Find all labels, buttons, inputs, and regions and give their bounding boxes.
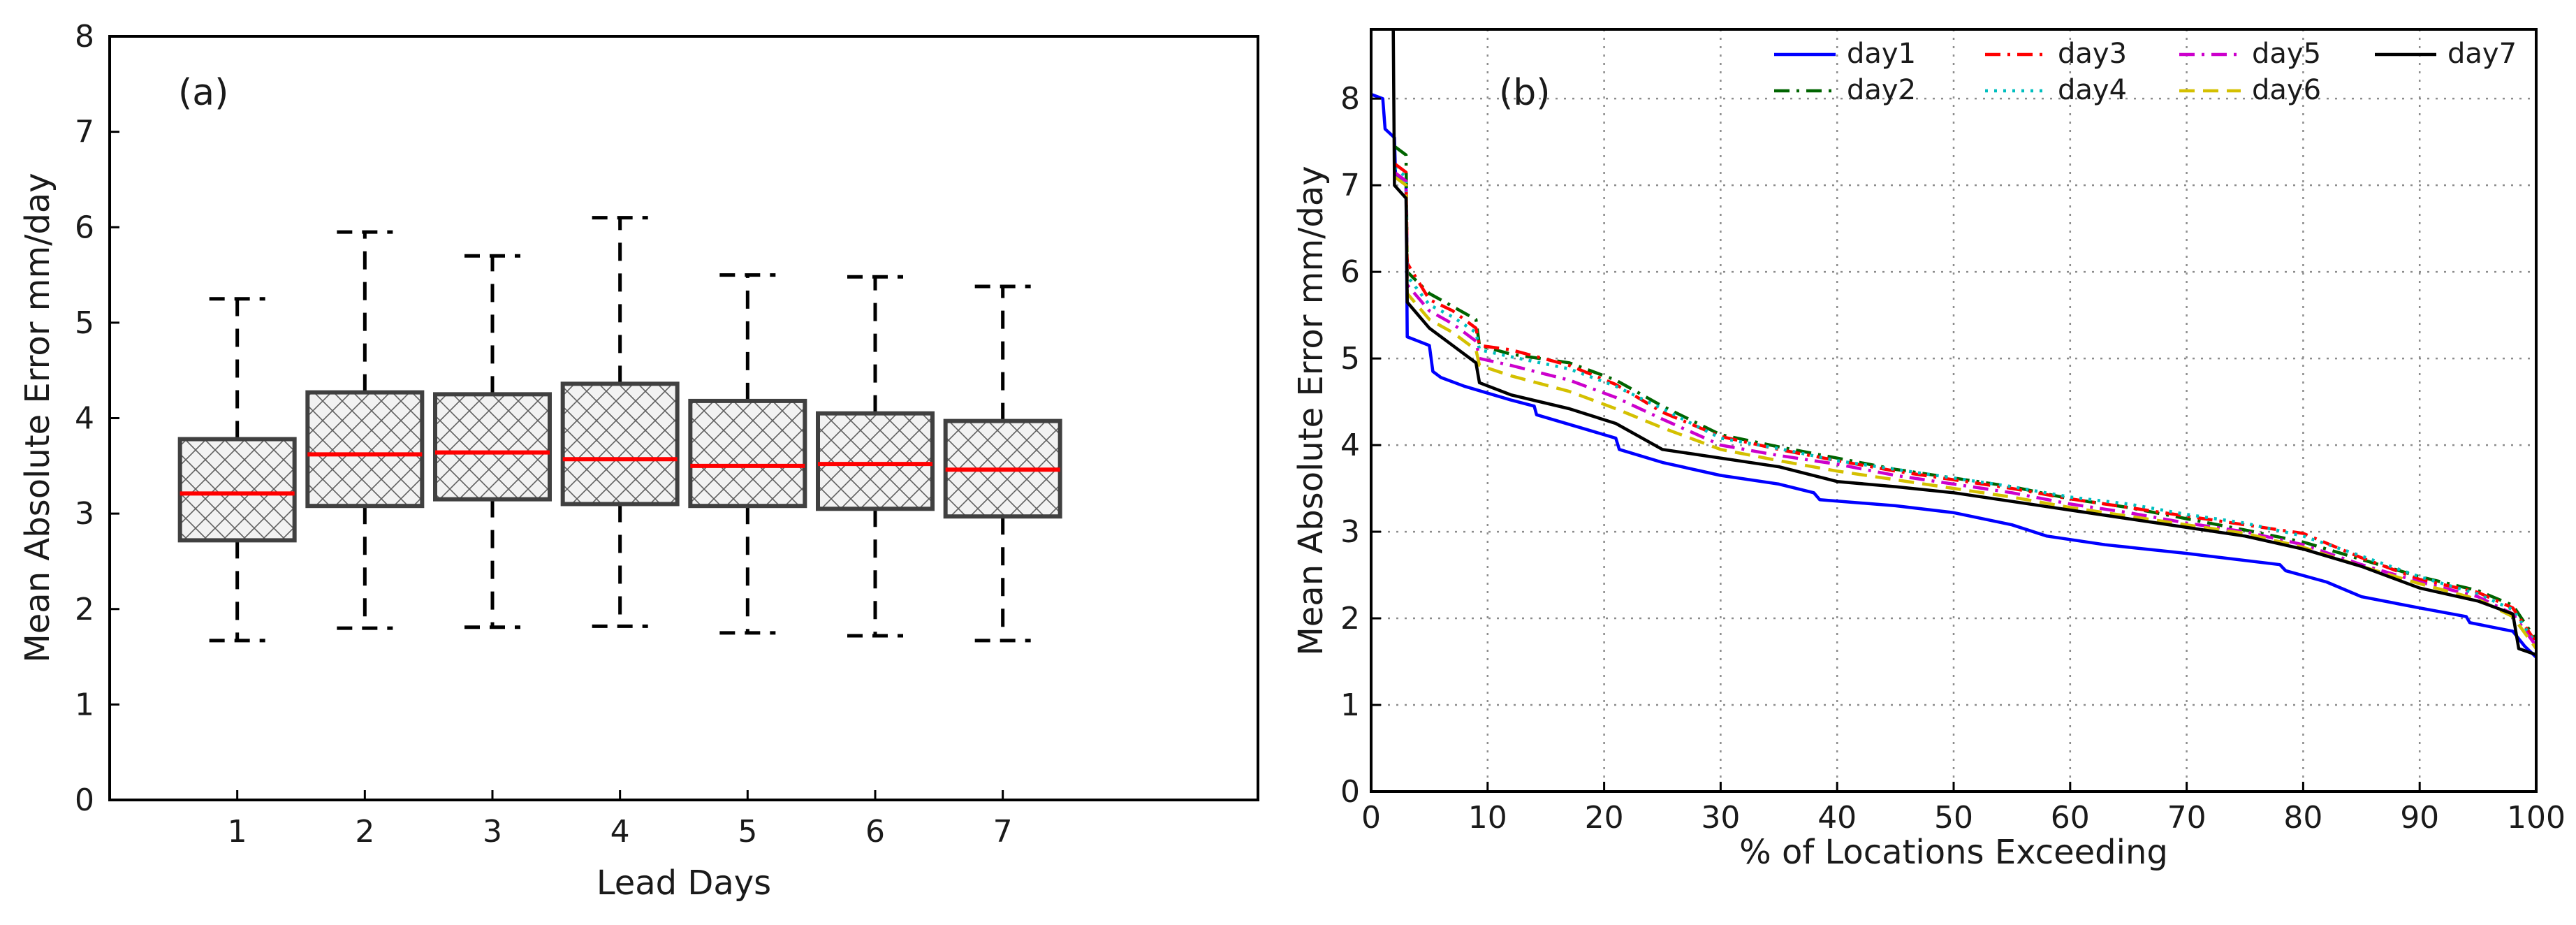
panel-a-x-tick-label: 2	[355, 814, 374, 850]
iqr-box	[816, 411, 935, 511]
panel-b-y-tick-label: 5	[1340, 341, 1360, 377]
panel-b-series	[1370, 29, 2538, 659]
panel-a-x-tick-label: 7	[993, 814, 1013, 850]
panel-a-label: (a)	[178, 72, 228, 114]
panel-b-y-ticks: 0 1 2 3 4 5 6 7 8	[1340, 81, 1381, 810]
panel-a-plot-area	[177, 216, 1062, 643]
panel-b-y-tick-label: 3	[1340, 514, 1360, 550]
panel-a-y-tick-label: 7	[75, 115, 94, 150]
series-line-day2	[1393, 145, 2538, 641]
series-line-day6	[1393, 175, 2538, 650]
panel-b-y-axis-label: Mean Absolute Error mm/day	[1291, 166, 1331, 655]
box-lead-7	[943, 284, 1062, 643]
panel-b-x-tick-label: 40	[1817, 800, 1857, 836]
panel-b-x-tick-label: 30	[1701, 800, 1740, 836]
panel-b-x-tick-label: 10	[1468, 800, 1507, 836]
panel-b-axes-frame	[1370, 28, 2538, 793]
panel-b-y-tick-label: 0	[1340, 774, 1360, 810]
panel-b-y-tick-label: 8	[1340, 81, 1360, 117]
box-lead-1	[177, 297, 297, 643]
legend-label-day6: day6	[2252, 74, 2321, 106]
panel-a-x-tick-label: 4	[610, 814, 630, 850]
legend-label-day1: day1	[1847, 38, 1916, 70]
iqr-box	[433, 392, 552, 502]
panel-a-x-tick-label: 6	[865, 814, 885, 850]
panel-a-x-ticks: 1 2 3 4 5 6 7	[228, 790, 1013, 850]
iqr-box	[177, 437, 297, 543]
panel-b-x-tick-label: 100	[2507, 800, 2566, 836]
panel-b-x-ticks: 0 10 20 30 40 50 60 70 80 90 100	[1361, 782, 2566, 836]
panel-b-x-tick-label: 50	[1934, 800, 1973, 836]
panel-a-y-axis-label: Mean Absolute Error mm/day	[18, 173, 57, 662]
iqr-box	[688, 398, 807, 509]
panel-b-legend: day1 day2 day3 day4 day5 day6 day7	[1774, 38, 2517, 106]
series-line-day1	[1370, 92, 2538, 659]
panel-a-y-tick-label: 6	[75, 210, 94, 245]
panel-a-x-tick-label: 1	[228, 814, 247, 850]
box-lead-6	[816, 275, 935, 638]
panel-b-x-tick-label: 60	[2051, 800, 2090, 836]
panel-b-y-tick-label: 6	[1340, 254, 1360, 290]
box-lead-3	[433, 254, 552, 629]
panel-b-x-tick-label: 90	[2400, 800, 2439, 836]
series-line-day7	[1391, 29, 2537, 657]
panel-a-y-tick-label: 5	[75, 305, 94, 341]
panel-b-x-tick-label: 20	[1585, 800, 1624, 836]
panel-b-x-tick-label: 80	[2283, 800, 2322, 836]
panel-b-y-tick-label: 4	[1340, 428, 1360, 463]
panel-a-y-tick-label: 4	[75, 401, 94, 437]
panel-b-y-tick-label: 7	[1340, 168, 1360, 203]
panel-a-y-tick-label: 1	[75, 687, 94, 722]
panel-a-y-tick-label: 3	[75, 496, 94, 532]
panel-b-x-axis-label: % of Locations Exceeding	[1739, 833, 2168, 872]
legend-label-day3: day3	[2058, 38, 2127, 70]
panel-b-y-tick-label: 1	[1340, 687, 1360, 723]
panel-b-x-tick-label: 70	[2167, 800, 2207, 836]
iqr-box	[560, 381, 680, 507]
panel-a-axes-frame	[108, 35, 1259, 801]
panel-a-y-tick-label: 8	[75, 19, 94, 54]
panel-b-label: (b)	[1499, 72, 1551, 114]
panel-b-y-tick-label: 2	[1340, 601, 1360, 636]
panel-a-x-tick-label: 5	[738, 814, 757, 850]
legend-label-day5: day5	[2252, 38, 2321, 70]
box-lead-2	[305, 230, 425, 630]
panel-a-x-axis-label: Lead Days	[597, 864, 771, 903]
panel-b-x-tick-label: 0	[1361, 800, 1381, 836]
panel-a-y-ticks: 0 1 2 3 4 5 6 7 8	[75, 19, 119, 818]
iqr-box	[305, 390, 425, 509]
legend-label-day2: day2	[1847, 74, 1916, 106]
panel-a-y-tick-label: 0	[75, 782, 94, 818]
panel-a-y-tick-label: 2	[75, 592, 94, 627]
panel-b-line-chart: 0 1 2 3 4 5 6 7 8 0 10 20 30 40 50 60 70 80 90 100 (b) % o…	[1291, 28, 2566, 872]
panel-b-grid	[1371, 29, 2536, 792]
box-lead-5	[688, 273, 807, 635]
box-lead-4	[560, 216, 680, 628]
panel-a-boxplot: 0 1 2 3 4 5 6 7 8 1 2 3 4 5 6 7 (a) Lead Days Mean Abs…	[18, 19, 1259, 903]
series-line-day5	[1393, 170, 2538, 648]
legend-label-day4: day4	[2058, 74, 2127, 106]
series-line-day4	[1393, 166, 2538, 646]
series-line-day3	[1393, 162, 2538, 644]
legend-label-day7: day7	[2447, 38, 2517, 70]
panel-a-x-tick-label: 3	[483, 814, 502, 850]
